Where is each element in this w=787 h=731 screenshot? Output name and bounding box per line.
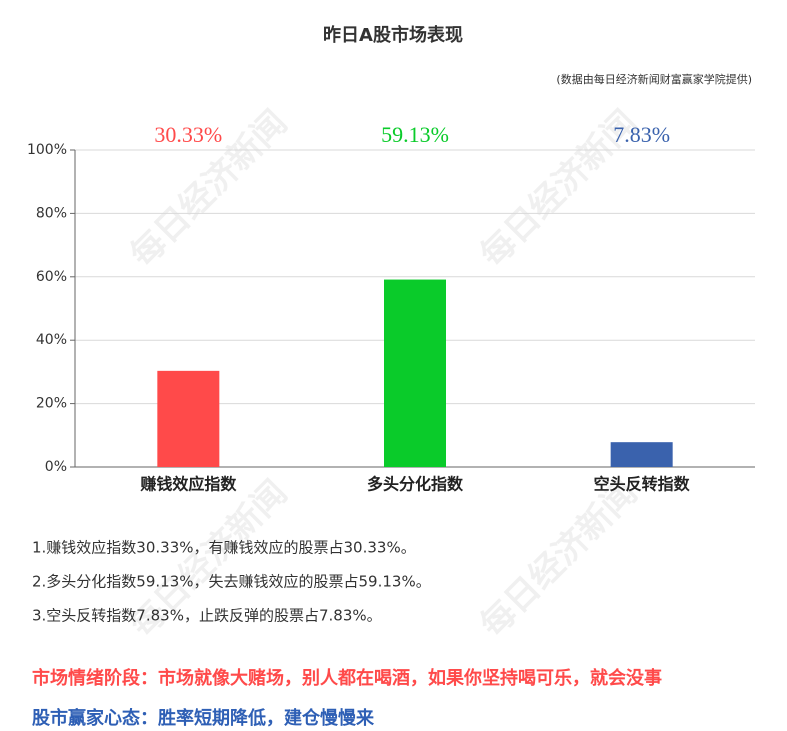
chart-subtitle: (数据由每日经济新闻财富赢家学院提供) (556, 72, 752, 86)
note: 3.空头反转指数7.83%，止跌反弹的股票占7.83%。 (32, 607, 382, 625)
y-tick-label: 40% (36, 332, 67, 348)
watermark: 每日经济新闻 (473, 473, 646, 646)
bar (157, 370, 220, 467)
note: 2.多头分化指数59.13%，失去赚钱效应的股票占59.13%。 (32, 573, 431, 591)
bar (610, 442, 673, 467)
note: 1.赚钱效应指数30.33%，有赚钱效应的股票占30.33%。 (32, 539, 416, 557)
x-tick-label: 赚钱效应指数 (139, 475, 237, 494)
x-tick-label: 多头分化指数 (367, 475, 464, 494)
x-tick-label: 空头反转指数 (594, 475, 691, 494)
y-tick-label: 100% (27, 142, 67, 158)
y-tick-label: 80% (36, 205, 67, 221)
mindset: 股市赢家心态：胜率短期降低，建仓慢慢来 (31, 707, 375, 729)
y-tick-label: 60% (36, 269, 67, 285)
y-tick-label: 0% (45, 459, 67, 475)
sentiment: 市场情绪阶段：市场就像大赌场，别人都在喝酒，如果你坚持喝可乐，就会没事 (32, 667, 662, 689)
value-label: 7.83% (613, 122, 670, 147)
chart-title: 昨日A股市场表现 (323, 24, 463, 46)
value-label: 59.13% (381, 122, 449, 147)
y-tick-label: 20% (36, 396, 67, 412)
value-label: 30.33% (154, 122, 222, 147)
bar (384, 279, 446, 467)
